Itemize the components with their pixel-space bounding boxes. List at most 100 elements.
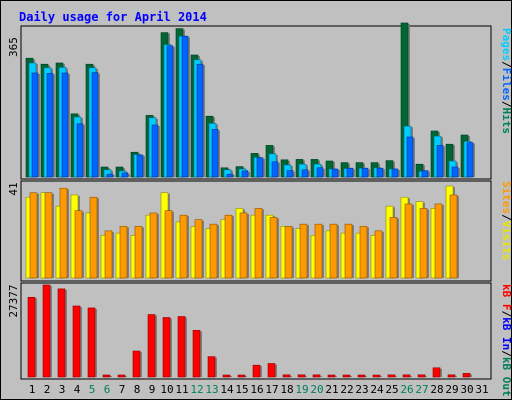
x-tick-label: 16 — [250, 383, 263, 396]
kbytes-legend: kB F/kB In/kB Out — [500, 284, 511, 397]
kbytes-bar — [177, 316, 186, 378]
kbytes-bar — [357, 374, 366, 378]
pages-bar — [391, 168, 399, 178]
legend-sep: / — [500, 61, 511, 68]
kbytes-bar — [72, 305, 81, 378]
pages-bar — [451, 166, 459, 178]
legend-sites: Sites — [500, 181, 511, 214]
x-tick-label: 3 — [59, 383, 66, 396]
legend-pages: Pages — [500, 28, 511, 61]
kbytes-bar — [222, 374, 231, 378]
x-tick-label: 30 — [460, 383, 473, 396]
kbytes-bar — [207, 356, 216, 378]
sites-bar — [389, 217, 398, 279]
x-tick-label: 13 — [205, 383, 218, 396]
legend-sep: / — [500, 101, 511, 108]
x-tick-label: 28 — [430, 383, 443, 396]
x-tick-label: 14 — [220, 383, 234, 396]
sites-bar — [74, 210, 83, 279]
pages-bar — [46, 73, 54, 178]
kbytes-bar — [42, 284, 51, 378]
x-tick-label: 22 — [340, 383, 353, 396]
pages-bar — [106, 173, 114, 178]
sites-bar — [359, 226, 368, 279]
sites-bar — [179, 214, 188, 279]
sites-bar — [104, 230, 113, 279]
legend-sep: / — [500, 350, 511, 357]
x-tick-label: 11 — [175, 383, 188, 396]
legend-kb-in: kB In — [500, 317, 511, 350]
kbytes-bar — [372, 374, 381, 378]
sites-bar — [374, 230, 383, 279]
x-tick-label: 29 — [445, 383, 458, 396]
kbytes-bar — [387, 374, 396, 378]
kbytes-bar — [57, 288, 66, 378]
pages-bar — [181, 35, 189, 178]
kbytes-bar — [132, 350, 141, 378]
pages-bar — [361, 167, 369, 178]
sites-bar — [344, 223, 353, 279]
kbytes-bar — [192, 330, 201, 378]
x-tick-label: 21 — [325, 383, 338, 396]
x-axis-labels: 1 2 3 4 5 6 7 8 9 10 11 12 13 14 15 16 17 18 19 20 21 22 23 24 2… — [29, 383, 489, 396]
kbytes-bar — [282, 374, 291, 378]
visits-legend: Sites/Visits — [500, 181, 511, 261]
pages-bar — [151, 124, 159, 178]
kbytes-bar — [87, 307, 96, 378]
kbytes-bar — [402, 374, 411, 378]
sites-bar — [134, 226, 143, 279]
sites-bar — [59, 187, 68, 279]
kbytes-bar — [342, 374, 351, 378]
pages-bar — [316, 167, 324, 178]
x-tick-label: 25 — [385, 383, 398, 396]
kbytes-bar — [27, 296, 36, 378]
sites-bar — [404, 203, 413, 279]
pages-bar — [301, 169, 309, 178]
sites-bar — [164, 210, 173, 279]
pages-bar — [61, 72, 69, 178]
pages-bar — [256, 157, 264, 178]
x-tick-label: 31 — [475, 383, 488, 396]
x-tick-label: 8 — [134, 383, 141, 396]
sites-bar — [194, 219, 203, 279]
x-tick-label: 2 — [44, 383, 51, 396]
sites-bar — [314, 223, 323, 279]
sites-bar — [299, 223, 308, 279]
sites-bar — [284, 226, 293, 279]
sites-bar — [29, 192, 38, 279]
sites-bar — [419, 208, 428, 279]
pages-bar — [376, 167, 384, 178]
pages-bar — [466, 142, 474, 178]
kbytes-bar — [297, 374, 306, 378]
x-tick-label: 4 — [74, 383, 81, 396]
sites-bar — [239, 212, 248, 279]
pages-bar — [436, 145, 444, 178]
kbytes-bar — [462, 373, 471, 378]
x-tick-label: 24 — [370, 383, 384, 396]
x-tick-label: 19 — [295, 383, 308, 396]
kbytes-bar — [312, 374, 321, 378]
sites-bar — [269, 217, 278, 279]
pages-bar — [166, 45, 174, 178]
x-tick-label: 20 — [310, 383, 323, 396]
kbytes-ymax-label: 27377 — [7, 284, 20, 317]
pages-bar — [421, 170, 429, 178]
kbytes-bar — [252, 364, 261, 378]
pages-bar — [76, 123, 84, 178]
kbytes-bar — [267, 363, 276, 378]
pages-bar — [331, 168, 339, 178]
pages-bar — [31, 72, 39, 178]
legend-hits: Hits — [500, 108, 511, 135]
pages-bar — [91, 72, 99, 178]
pages-bar — [211, 129, 219, 178]
kbytes-bar — [447, 374, 456, 378]
x-tick-label: 7 — [119, 383, 126, 396]
legend-kb-f: kB F — [500, 284, 511, 311]
bars-layer — [25, 22, 475, 378]
kbytes-bar — [162, 317, 171, 378]
legend-kb-out: kB Out — [500, 357, 511, 397]
kbytes-panel — [20, 282, 492, 380]
hits-legend: Pages/Files/Hits — [500, 28, 511, 134]
pages-bar — [121, 172, 129, 178]
